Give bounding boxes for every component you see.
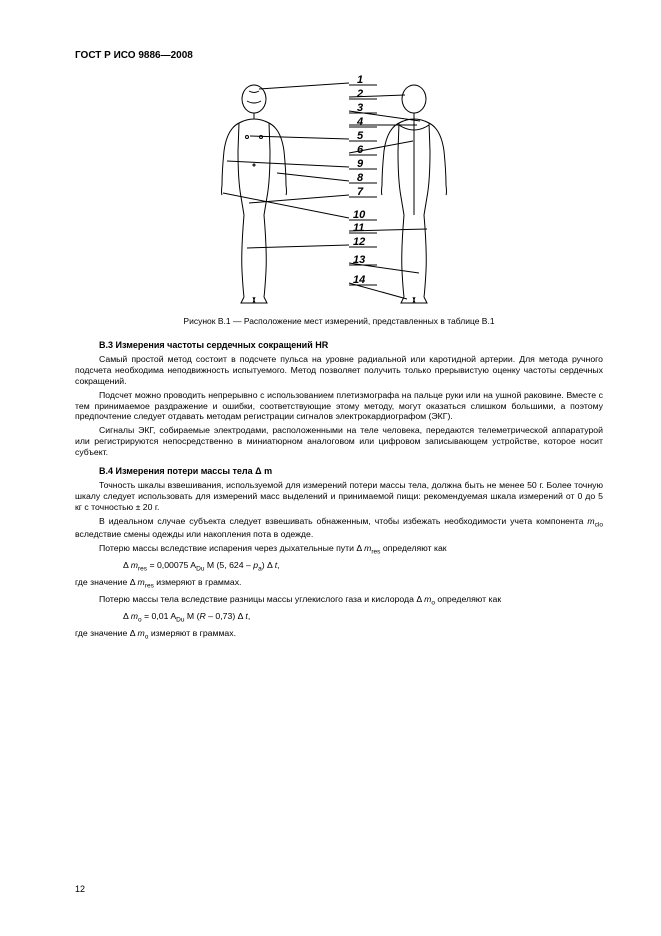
svg-text:5: 5 bbox=[357, 130, 364, 142]
page-number: 12 bbox=[75, 884, 85, 894]
section-b4-title: В.4 Измерения потери массы тела Δ m bbox=[75, 466, 603, 476]
b3-para-3: Сигналы ЭКГ, собираемые электродами, рас… bbox=[75, 425, 603, 458]
svg-text:9: 9 bbox=[357, 158, 364, 170]
b4-para-3: Потерю массы вследствие испарения через … bbox=[75, 543, 603, 557]
svg-text:8: 8 bbox=[357, 172, 364, 184]
b4-para-1: Точность шкалы взвешивания, используемой… bbox=[75, 480, 603, 513]
b4-where-2: где значение Δ mo измеряют в граммах. bbox=[75, 628, 603, 642]
svg-text:1: 1 bbox=[357, 74, 363, 86]
svg-text:12: 12 bbox=[353, 236, 365, 248]
svg-text:11: 11 bbox=[353, 222, 364, 234]
svg-text:4: 4 bbox=[356, 116, 363, 128]
document-header: ГОСТ Р ИСО 9886—2008 bbox=[75, 50, 603, 61]
b4-formula-1: Δ mres = 0,00075 ADu M (5, 624 – pa) Δ t… bbox=[75, 560, 603, 574]
b4-para-4: Потерю массы тела вследствие разницы мас… bbox=[75, 594, 603, 608]
b4-where-1: где значение Δ mres измеряют в граммах. bbox=[75, 577, 603, 591]
body-measurement-figure: 1 2 3 4 5 6 9 8 7 10 11 12 13 14 bbox=[199, 73, 479, 308]
svg-text:13: 13 bbox=[353, 254, 365, 266]
figure-caption: Рисунок В.1 — Расположение мест измерени… bbox=[75, 316, 603, 326]
b4-para-2: В идеальном случае субъекта следует взве… bbox=[75, 516, 603, 541]
svg-text:7: 7 bbox=[357, 186, 364, 198]
section-b3-title: В.3 Измерения частоты сердечных сокращен… bbox=[75, 340, 603, 350]
b3-para-2: Подсчет можно проводить непрерывно с исп… bbox=[75, 390, 603, 423]
b4-formula-2: Δ mo = 0,01 ADu M (R – 0,73) Δ t, bbox=[75, 611, 603, 625]
svg-text:10: 10 bbox=[353, 209, 366, 221]
b3-para-1: Самый простой метод состоит в подсчете п… bbox=[75, 354, 603, 387]
svg-text:2: 2 bbox=[356, 88, 363, 100]
svg-text:14: 14 bbox=[353, 274, 365, 286]
svg-text:6: 6 bbox=[357, 144, 364, 156]
svg-text:3: 3 bbox=[357, 102, 363, 114]
